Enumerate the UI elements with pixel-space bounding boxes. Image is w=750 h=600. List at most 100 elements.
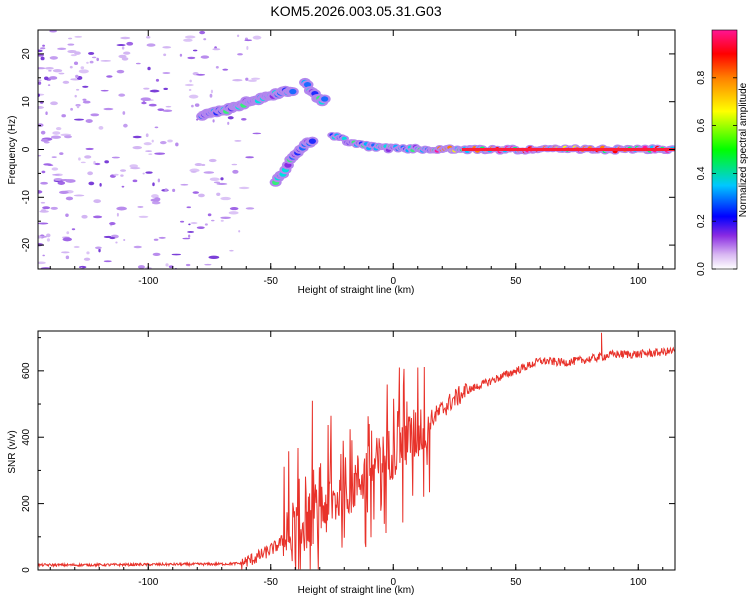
noise-blob [192, 49, 198, 52]
noise-blob [78, 69, 89, 74]
noise-blob [113, 173, 119, 176]
noise-blob [49, 30, 57, 33]
noise-blob [38, 93, 41, 98]
noise-blob [45, 111, 48, 116]
figure-title: KOM5.2026.003.05.31.G03 [270, 3, 441, 19]
noise-blob [65, 255, 70, 260]
noise-blob [38, 49, 43, 53]
noise-blob [234, 139, 242, 142]
noise-blob [204, 263, 212, 266]
noise-blob [229, 249, 234, 252]
noise-blob [50, 101, 58, 106]
noise-blob [160, 140, 167, 145]
noise-blob [73, 118, 85, 121]
snr-x-ticks: -100 -50 0 50 100 [49, 331, 664, 588]
noise-blob [51, 167, 59, 171]
noise-blob [148, 153, 153, 155]
noise-blob [39, 210, 49, 213]
noise-blob [172, 188, 176, 192]
noise-blob [109, 222, 116, 226]
x-tick-label: -100 [138, 276, 158, 287]
noise-blob [140, 97, 151, 102]
noise-blob [91, 56, 97, 59]
noise-blob [38, 261, 46, 265]
noise-blob [247, 79, 257, 82]
noise-blob [232, 169, 239, 174]
noise-blob [212, 119, 215, 123]
noise-blob [238, 230, 241, 233]
noise-blob [38, 154, 42, 157]
noise-blob [182, 237, 191, 240]
noise-blob [70, 107, 73, 111]
noise-blob [148, 103, 157, 107]
noise-blob [73, 61, 79, 66]
noise-blob [151, 201, 161, 205]
noise-blob [40, 47, 46, 50]
noise-blob [162, 109, 173, 112]
noise-blob [150, 198, 160, 202]
snr-y-label: SNR (v/v) [7, 430, 18, 473]
noise-blob [183, 38, 193, 42]
noise-blob [241, 118, 247, 121]
noise-blob [207, 213, 212, 217]
spectrogram-x-ticks: -100 -50 0 50 100 [49, 30, 664, 287]
noise-blob [199, 30, 206, 35]
colorbar-tick-label: 0.6 [696, 118, 707, 132]
noise-blob [76, 88, 80, 91]
noise-blob [210, 219, 215, 222]
noise-blob [252, 132, 262, 135]
noise-blob [135, 62, 141, 65]
noise-blob [73, 194, 85, 197]
x-tick-label: -100 [138, 577, 158, 588]
noise-blob [163, 87, 168, 91]
noise-blob [98, 248, 101, 253]
noise-blob [111, 156, 120, 159]
noise-blob [61, 251, 70, 254]
noise-blob [252, 35, 262, 40]
spectrogram-marks [38, 30, 675, 269]
noise-blob [220, 196, 231, 201]
noise-blob [151, 139, 154, 143]
noise-blob [86, 251, 90, 255]
noise-blob [40, 201, 46, 204]
noise-blob [162, 71, 171, 75]
noise-blob [85, 119, 93, 123]
noise-blob [220, 219, 224, 222]
noise-blob [38, 235, 42, 239]
noise-blob [48, 70, 52, 72]
noise-blob [216, 182, 228, 185]
noise-blob [38, 81, 42, 85]
noise-blob [155, 78, 160, 82]
noise-blob [74, 35, 83, 38]
noise-blob [203, 38, 207, 41]
noise-blob [78, 265, 87, 269]
noise-blob [89, 60, 94, 64]
noise-blob [55, 127, 62, 131]
noise-blob [190, 170, 197, 173]
snr-frame [37, 330, 676, 571]
noise-blob [236, 34, 240, 38]
noise-blob [137, 265, 145, 269]
noise-blob [76, 105, 80, 109]
noise-blob [60, 178, 71, 182]
noise-blob [78, 157, 81, 161]
noise-blob [73, 245, 80, 249]
noise-blob [187, 56, 196, 60]
y-tick-label: 600 [21, 362, 32, 379]
noise-blob [186, 206, 192, 209]
noise-blob [165, 105, 172, 108]
noise-blob [93, 199, 101, 204]
x-tick-label: 0 [390, 276, 396, 287]
noise-blob [190, 222, 198, 225]
noise-blob [45, 67, 54, 70]
noise-blob [188, 223, 191, 226]
noise-blob [100, 89, 109, 92]
noise-blob [152, 182, 155, 187]
noise-blob [71, 228, 76, 231]
noise-blob [109, 236, 116, 240]
noise-blob [50, 206, 58, 210]
noise-blob [157, 178, 161, 183]
noise-blob [194, 162, 203, 167]
noise-blob [245, 207, 255, 210]
